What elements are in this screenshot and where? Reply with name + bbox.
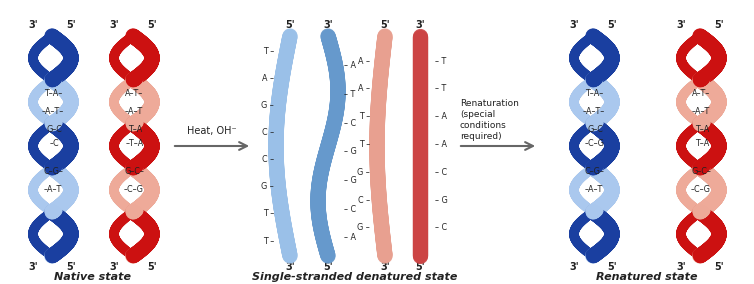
Text: 5': 5'	[380, 20, 390, 30]
Text: G –: G –	[261, 182, 274, 191]
Text: 3': 3'	[676, 262, 686, 272]
Text: Native state: Native state	[54, 272, 131, 282]
Text: 3': 3'	[285, 262, 295, 272]
Text: – C: – C	[435, 168, 447, 177]
Text: – C: – C	[435, 224, 447, 233]
Text: – G: – G	[344, 176, 357, 185]
Text: Single-stranded denatured state: Single-stranded denatured state	[253, 272, 458, 282]
Text: G–C–: G–C–	[124, 168, 144, 176]
Text: G–C–: G–C–	[691, 168, 711, 176]
Text: T –: T –	[359, 140, 370, 149]
Text: – G: – G	[435, 196, 448, 205]
Text: 3': 3'	[569, 262, 579, 272]
Text: C–G–: C–G–	[584, 168, 604, 176]
Text: –C: –C	[49, 139, 59, 149]
Text: A –: A –	[358, 84, 370, 93]
Text: – A: – A	[344, 62, 356, 70]
Text: – T: – T	[435, 57, 446, 66]
Text: C –: C –	[358, 196, 370, 205]
Text: –T–A: –T–A	[126, 139, 144, 149]
Text: 5': 5'	[607, 20, 617, 30]
Text: A–T–: A–T–	[125, 89, 143, 99]
Text: A –: A –	[262, 74, 274, 83]
Text: –C–G: –C–G	[124, 185, 144, 193]
Text: –A–T: –A–T	[585, 185, 603, 193]
Text: 5': 5'	[66, 20, 76, 30]
Text: C–G–: C–G–	[43, 168, 63, 176]
Text: T –: T –	[262, 209, 274, 218]
Text: C –: C –	[262, 155, 274, 164]
Text: 5': 5'	[147, 20, 157, 30]
Text: G–C: G–C	[46, 124, 62, 133]
Text: 5': 5'	[607, 262, 617, 272]
Text: – A: – A	[344, 233, 356, 243]
Text: 3': 3'	[109, 20, 119, 30]
Text: 5': 5'	[323, 262, 333, 272]
Text: G –: G –	[357, 168, 370, 177]
Text: 3': 3'	[676, 20, 686, 30]
Text: Heat, OH⁻: Heat, OH⁻	[187, 126, 237, 136]
Text: 3': 3'	[28, 20, 38, 30]
Text: Renatured state: Renatured state	[596, 272, 697, 282]
Text: – T: – T	[435, 84, 446, 93]
Text: – C: – C	[344, 119, 356, 128]
Text: – G: – G	[344, 147, 357, 156]
Text: T –: T –	[359, 112, 370, 121]
Text: T–A: T–A	[695, 124, 709, 133]
Text: –A–T: –A–T	[44, 185, 62, 193]
Text: 5': 5'	[285, 20, 295, 30]
Text: G–C: G–C	[587, 124, 603, 133]
Text: –C–G: –C–G	[585, 139, 605, 149]
Text: –C–G: –C–G	[691, 185, 711, 193]
Text: 5': 5'	[147, 262, 157, 272]
Text: T –: T –	[262, 237, 274, 245]
Text: 3': 3'	[109, 262, 119, 272]
Text: T–A: T–A	[695, 139, 709, 149]
Text: – A: – A	[435, 140, 447, 149]
Text: –A–T–: –A–T–	[583, 108, 605, 116]
Text: –A–T: –A–T	[692, 108, 710, 116]
Text: – T: – T	[344, 90, 355, 99]
Text: 5': 5'	[66, 262, 76, 272]
Text: 5': 5'	[714, 20, 724, 30]
Text: 3': 3'	[569, 20, 579, 30]
Text: 5': 5'	[714, 262, 724, 272]
Text: Renaturation
(special
conditions
required): Renaturation (special conditions require…	[460, 99, 519, 141]
Text: T –: T –	[262, 47, 274, 55]
Text: 3': 3'	[323, 20, 333, 30]
Text: C –: C –	[262, 128, 274, 137]
Text: –A–T–: –A–T–	[42, 108, 64, 116]
Text: 3': 3'	[28, 262, 38, 272]
Text: – A: – A	[435, 112, 447, 121]
Text: A –: A –	[358, 57, 370, 66]
Text: –A–T: –A–T	[125, 108, 143, 116]
Text: T–A–: T–A–	[44, 89, 62, 99]
Text: 5': 5'	[415, 262, 425, 272]
Text: 3': 3'	[380, 262, 390, 272]
Text: T–A–: T–A–	[585, 89, 603, 99]
Text: G –: G –	[357, 224, 370, 233]
Text: G –: G –	[261, 101, 274, 110]
Text: T–A: T–A	[128, 124, 142, 133]
Text: 3': 3'	[415, 20, 425, 30]
Text: – C: – C	[344, 205, 356, 214]
Text: A–T–: A–T–	[692, 89, 710, 99]
